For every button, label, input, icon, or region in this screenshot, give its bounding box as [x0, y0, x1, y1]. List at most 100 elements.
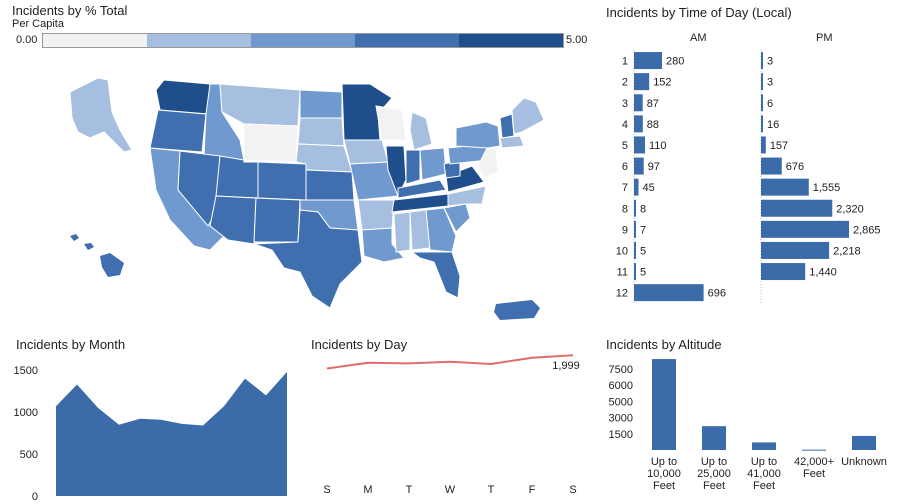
hour-label: 2: [622, 77, 628, 89]
hour-label: 4: [622, 119, 628, 131]
month-y-tick: 0: [32, 491, 38, 503]
hour-label: 7: [622, 182, 628, 194]
state-north-dakota[interactable]: [299, 89, 343, 119]
state-georgia[interactable]: [425, 207, 457, 253]
state-south-carolina[interactable]: [443, 203, 471, 233]
month-y-tick: 1500: [14, 365, 38, 377]
state-hawaii[interactable]: [70, 234, 124, 277]
am-bar: [634, 157, 644, 175]
state-oregon[interactable]: [149, 109, 207, 153]
state-vermont-nh[interactable]: [499, 113, 515, 139]
time-of-day-panel: Incidents by Time of Day (Local) AM PM 1…: [600, 0, 900, 330]
state-kansas[interactable]: [305, 169, 355, 201]
state-new-york[interactable]: [455, 121, 501, 149]
state-ohio[interactable]: [419, 147, 447, 181]
am-bar: [634, 52, 662, 70]
altitude-y-tick: 6000: [609, 380, 633, 392]
state-new-england-south[interactable]: [499, 135, 525, 149]
altitude-bar: [652, 359, 676, 450]
state-michigan[interactable]: [409, 111, 433, 151]
day-x-tick: T: [406, 484, 413, 496]
day-x-tick: S: [323, 484, 330, 496]
state-south-dakota[interactable]: [297, 117, 345, 147]
am-bar: [634, 199, 636, 217]
month-chart: 0 500 1000 1500: [14, 365, 288, 503]
am-value-label: 7: [640, 224, 646, 236]
altitude-x-tick: Unknown: [841, 456, 887, 468]
state-montana[interactable]: [219, 83, 301, 127]
pm-bar: [761, 157, 782, 175]
altitude-bar: [752, 442, 776, 450]
pm-bar: [761, 52, 763, 70]
hour-label: 6: [622, 161, 628, 173]
altitude-bar: [802, 449, 826, 451]
state-washington[interactable]: [155, 79, 211, 115]
scale-min-label: 0.00: [16, 34, 38, 46]
am-value-label: 110: [649, 140, 667, 152]
am-value-label: 152: [653, 77, 671, 89]
state-north-carolina[interactable]: [447, 185, 487, 207]
pm-bar: [761, 241, 830, 259]
state-puerto-rico[interactable]: [494, 300, 540, 320]
am-bar: [634, 94, 643, 112]
hour-label: 3: [622, 98, 628, 110]
am-value-label: 88: [647, 119, 659, 131]
state-florida[interactable]: [410, 251, 461, 299]
state-arizona[interactable]: [209, 195, 257, 245]
am-value-label: 5: [640, 245, 646, 257]
altitude-x-tick: Up to: [651, 456, 677, 468]
state-texas[interactable]: [253, 209, 363, 309]
altitude-x-tick: 41,000: [747, 468, 781, 480]
state-alaska[interactable]: [69, 77, 133, 153]
state-mid-atlantic[interactable]: [477, 147, 499, 179]
scale-step-4: [355, 34, 459, 47]
altitude-title: Incidents by Altitude: [606, 337, 722, 352]
altitude-bar: [852, 435, 876, 450]
state-new-mexico[interactable]: [253, 197, 301, 243]
day-end-label: 1,999: [552, 360, 580, 372]
pm-value-label: 6: [767, 98, 773, 110]
altitude-x-tick: Up to: [751, 456, 777, 468]
month-y-tick: 1000: [14, 407, 38, 419]
day-x-tick: F: [529, 484, 536, 496]
pm-bar: [761, 115, 763, 133]
am-bar: [634, 178, 639, 196]
altitude-x-tick: Feet: [803, 468, 825, 480]
pm-value-label: 2,865: [853, 224, 881, 236]
hour-label: 10: [616, 245, 628, 257]
month-area: [56, 371, 287, 496]
altitude-x-tick: Up to: [701, 456, 727, 468]
state-maine[interactable]: [511, 97, 545, 135]
state-mississippi[interactable]: [393, 211, 411, 253]
state-iowa[interactable]: [343, 139, 389, 165]
am-bar: [634, 284, 704, 302]
pm-value-label: 16: [767, 119, 779, 131]
altitude-x-tick: Feet: [703, 480, 725, 492]
state-kentucky[interactable]: [397, 179, 447, 199]
am-bar: [634, 241, 636, 259]
state-wisconsin[interactable]: [375, 105, 407, 141]
pm-value-label: 1,440: [809, 267, 837, 279]
state-wyoming[interactable]: [243, 123, 299, 163]
pm-bar: [761, 94, 763, 112]
am-value-label: 87: [647, 98, 659, 110]
state-utah[interactable]: [215, 155, 259, 199]
state-indiana[interactable]: [405, 149, 421, 185]
altitude-bar: [702, 426, 726, 450]
us-map: [69, 77, 545, 320]
pm-bar: [761, 136, 766, 154]
pm-bar: [761, 220, 849, 238]
color-scale-legend: [42, 33, 564, 48]
month-panel: Incidents by Month 0 500 1000 1500: [0, 332, 300, 504]
state-louisiana[interactable]: [361, 227, 405, 263]
day-x-tick: W: [445, 484, 456, 496]
am-bar: [634, 220, 636, 238]
state-colorado[interactable]: [257, 161, 307, 201]
altitude-x-tick: 42,000+: [794, 456, 834, 468]
altitude-y-tick: 5000: [609, 396, 633, 408]
state-arkansas[interactable]: [357, 199, 395, 231]
hour-label: 8: [622, 203, 628, 215]
hour-label: 5: [622, 140, 628, 152]
am-bar: [634, 263, 636, 281]
